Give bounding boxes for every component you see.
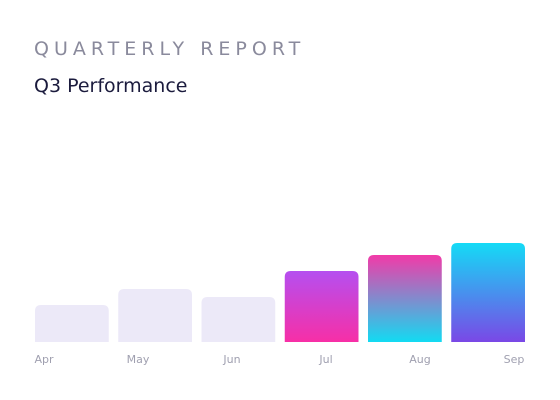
bar [35,305,109,342]
bar [284,271,359,342]
chart-title: QUARTERLY REPORT [34,38,305,60]
x-tick-label: Sep [504,353,525,366]
bar [451,243,525,342]
bar [118,289,192,342]
x-tick-label: May [127,353,150,366]
x-tick-label: Jun [222,353,240,366]
x-tick-label: Apr [34,353,54,366]
x-tick-label: Jul [318,353,332,366]
x-tick-label: Aug [409,353,430,366]
bar [368,255,442,342]
bar [201,297,276,342]
chart-subtitle: Q3 Performance [34,75,187,97]
